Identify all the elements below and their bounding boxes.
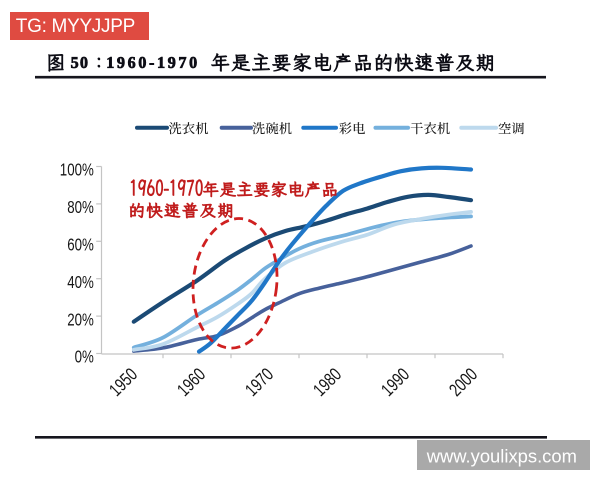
svg-text:60%: 60% xyxy=(67,236,94,255)
svg-text:20%: 20% xyxy=(67,311,94,330)
svg-text:www.youlixps.com: www.youlixps.com xyxy=(426,445,577,466)
svg-text:TG: MYYJJPP: TG: MYYJJPP xyxy=(16,16,135,37)
svg-text:40%: 40% xyxy=(67,273,94,292)
svg-text:80%: 80% xyxy=(67,198,94,217)
svg-text:100%: 100% xyxy=(60,161,94,180)
svg-text:0%: 0% xyxy=(75,348,94,367)
